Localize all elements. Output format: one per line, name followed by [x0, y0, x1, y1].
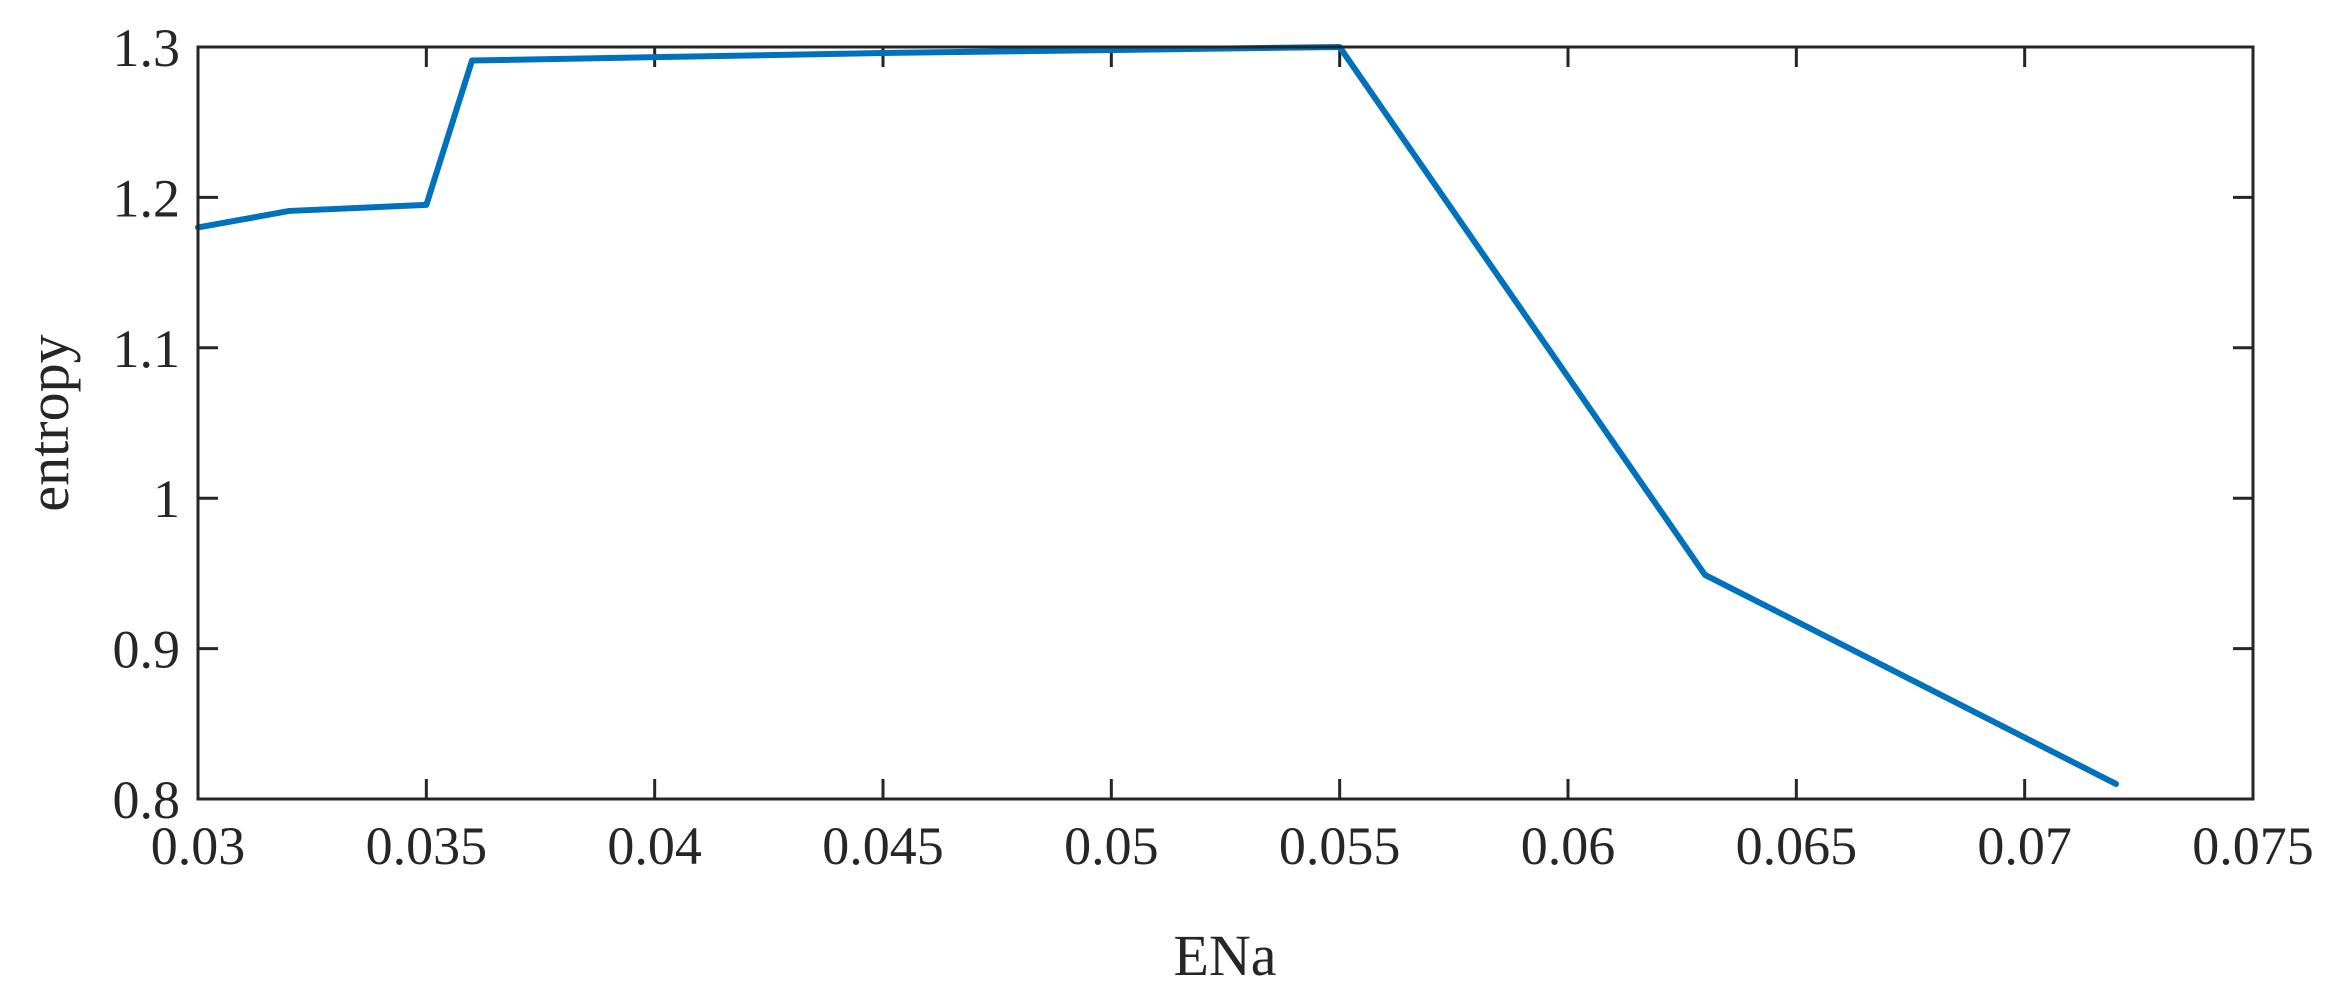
x-tick-label: 0.055 — [1279, 816, 1401, 876]
x-tick-label: 0.035 — [366, 816, 488, 876]
series-line — [195, 44, 2119, 787]
y-tick-label: 1.2 — [113, 168, 181, 228]
x-tick-label: 0.065 — [1736, 816, 1858, 876]
y-axis-title: entropy — [16, 334, 81, 511]
x-tick-label: 0.05 — [1064, 816, 1159, 876]
y-tick-label: 0.9 — [113, 620, 181, 680]
x-tick-label: 0.04 — [607, 816, 702, 876]
y-tick-label: 0.8 — [113, 770, 181, 830]
x-tick-label: 0.06 — [1521, 816, 1616, 876]
x-tick-label: 0.07 — [1977, 816, 2072, 876]
x-tick-label: 0.045 — [822, 816, 944, 876]
plot-frame — [196, 45, 2255, 801]
y-tick-labels: 0.8 0.9 1 1.1 1.2 1.3 — [113, 18, 181, 830]
series-group — [195, 44, 2119, 787]
x-axis-title: ENa — [1173, 923, 1276, 988]
y-tick-label: 1.1 — [113, 319, 181, 379]
y-tick-label: 1 — [153, 469, 180, 529]
x-tick-label: 0.03 — [151, 816, 246, 876]
x-tick-labels: 0.03 0.035 0.04 0.045 0.05 0.055 0.06 0.065 0.07… — [151, 816, 2314, 876]
axis-ticks — [196, 45, 2255, 801]
x-tick-label: 0.075 — [2192, 816, 2314, 876]
y-tick-label: 1.3 — [113, 18, 181, 78]
